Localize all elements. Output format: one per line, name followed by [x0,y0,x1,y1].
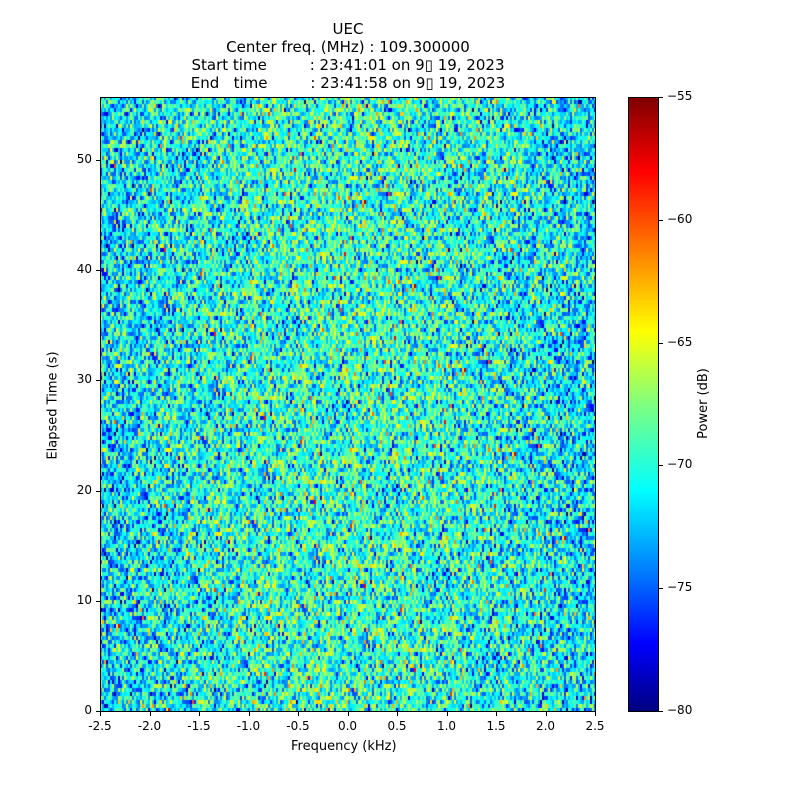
x-tick-mark [545,712,547,716]
y-tick-mark [96,711,100,712]
colorbar [628,97,659,712]
title-line-1: UEC [332,20,364,38]
colorbar-tick-mark [659,97,663,98]
x-tick-label: -2.0 [137,719,162,733]
colorbar-tick-label: −75 [667,580,693,595]
x-tick-label: 2.0 [535,719,556,733]
colorbar-tick-mark [659,342,663,344]
x-tick-mark [347,712,349,716]
colorbar-tick-mark [659,711,663,712]
colorbar-label: Power (dB) [695,368,711,439]
title-line-3: Start time : 23:41:01 on 9▯ 19, 2023 [191,56,505,74]
y-tick-mark [96,600,100,602]
colorbar-tick-label: −65 [667,334,693,349]
y-axis-label: Elapsed Time (s) [45,351,61,460]
y-tick-label: 50 [76,151,92,166]
x-tick-label: -0.5 [286,719,310,733]
y-tick-label: 30 [76,372,92,387]
colorbar-tick-label: −60 [667,211,693,226]
x-tick-label: -1.5 [187,719,211,733]
x-tick-label: 1.0 [436,719,457,733]
colorbar-tick-mark [659,588,663,590]
y-tick-label: 40 [76,262,92,277]
y-tick-mark [96,490,100,492]
spectrogram-heatmap [100,97,596,712]
x-tick-label: 0.0 [337,719,358,733]
x-tick-label: 2.5 [585,719,605,733]
colorbar-tick-label: −55 [667,89,693,103]
colorbar-tick-label: −70 [667,457,693,472]
y-tick-mark [96,380,100,382]
x-tick-label: 0.5 [387,719,407,733]
title-line-4: End time : 23:41:58 on 9▯ 19, 2023 [190,74,506,92]
x-tick-mark [496,712,497,716]
x-tick-mark [446,712,448,716]
y-tick-label: 10 [76,592,92,607]
y-tick-label: 0 [84,703,92,717]
x-tick-mark [298,712,299,716]
title-line-2: Center freq. (MHz) : 109.300000 [226,38,470,56]
colorbar-tick-label: −80 [667,703,693,717]
colorbar-tick-mark [659,219,663,221]
x-tick-mark [149,712,151,716]
y-tick-mark [96,270,100,272]
y-tick-label: 20 [76,482,92,497]
x-tick-mark [100,712,101,716]
x-tick-mark [397,712,398,716]
x-tick-label: -2.5 [88,719,112,733]
colorbar-tick-mark [659,465,663,467]
x-axis-label: Frequency (kHz) [291,739,397,754]
plot-frame [100,97,596,712]
x-tick-mark [248,712,250,716]
x-tick-label: -1.0 [236,719,261,733]
x-tick-mark [595,712,596,716]
y-tick-mark [96,159,100,161]
x-tick-label: 1.5 [486,719,506,733]
x-tick-mark [199,712,200,716]
